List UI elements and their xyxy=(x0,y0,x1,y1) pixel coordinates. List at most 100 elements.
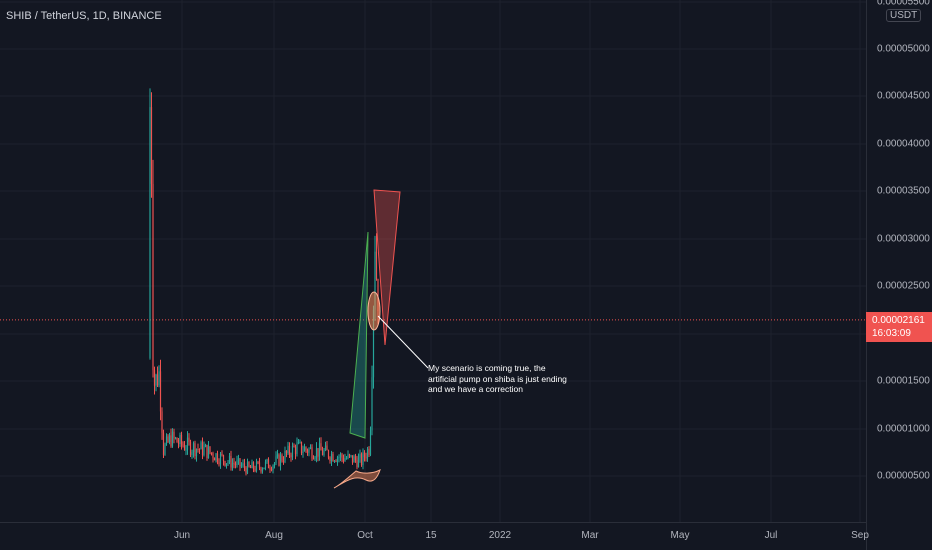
candle-body xyxy=(179,434,181,445)
highlight-ellipse[interactable] xyxy=(367,291,381,331)
candle-body xyxy=(366,448,369,459)
price-tick-label: 0.00003500 xyxy=(877,185,930,197)
candle-body xyxy=(369,430,372,455)
annotation-text[interactable]: My scenario is coming true, the artifici… xyxy=(428,363,578,395)
candle-body xyxy=(351,455,354,463)
candle-body xyxy=(372,309,375,378)
candle-body xyxy=(159,371,162,412)
candle-body xyxy=(362,452,364,465)
candle-body xyxy=(345,458,348,460)
candle-body xyxy=(180,434,183,445)
candle-body xyxy=(201,442,204,456)
candle-body xyxy=(365,457,367,459)
candle-body xyxy=(158,371,160,386)
candle-body xyxy=(162,432,165,455)
candle-body xyxy=(281,455,283,461)
candle-body xyxy=(273,463,276,466)
candle-body xyxy=(177,442,180,445)
price-tick-label: 0.00004500 xyxy=(877,90,930,102)
candle-body xyxy=(198,449,201,451)
candle-body xyxy=(191,451,193,455)
candle-body xyxy=(321,450,324,456)
candle-body xyxy=(153,370,156,386)
rising-wedge-drawing[interactable] xyxy=(349,231,369,439)
candle-body xyxy=(212,453,214,459)
candle-body xyxy=(227,461,229,464)
candle-body xyxy=(344,458,346,462)
candle-body xyxy=(308,448,310,453)
candle-body xyxy=(335,460,337,462)
candle-body xyxy=(287,445,289,453)
candle-body xyxy=(240,465,243,467)
price-tick-label: 0.00004000 xyxy=(877,138,930,150)
candle-body xyxy=(329,457,331,462)
annotation-line: and we have a correction xyxy=(428,384,523,394)
candle-body xyxy=(294,446,297,454)
time-axis[interactable]: Jun Aug Oct 15 2022 Mar May Jul Sep xyxy=(0,522,869,550)
price-tick-label: 0.00005500 xyxy=(877,0,930,8)
candle-body xyxy=(243,463,246,468)
price-chart[interactable] xyxy=(0,0,866,522)
callout-line[interactable] xyxy=(377,315,429,369)
candle-body xyxy=(218,462,220,465)
wave-curve-drawing[interactable] xyxy=(333,469,381,489)
candle-body xyxy=(371,377,373,431)
candle-body xyxy=(224,461,226,466)
candle-body xyxy=(285,450,288,453)
candle-body xyxy=(374,251,376,310)
candle-body xyxy=(188,437,190,442)
candle-body xyxy=(225,463,228,466)
candle-body xyxy=(275,456,277,464)
candle-body xyxy=(350,455,352,457)
candle-body xyxy=(261,469,264,472)
time-tick-label: Aug xyxy=(265,530,283,541)
candle-body xyxy=(263,467,265,470)
last-price-value: 0.00002161 xyxy=(872,315,925,326)
candle-body xyxy=(186,437,189,450)
candle-body xyxy=(279,455,282,466)
candle-body xyxy=(311,447,313,459)
price-tick-label: 0.00003000 xyxy=(877,233,930,245)
candle-body xyxy=(185,449,187,451)
falling-wedge-drawing[interactable] xyxy=(373,189,401,346)
candle-body xyxy=(333,460,336,462)
candle-body xyxy=(209,446,211,453)
price-tick-label: 0.00005000 xyxy=(877,43,930,55)
candle-body xyxy=(246,461,249,474)
candle-body xyxy=(360,454,363,465)
price-tick-label: 0.00002500 xyxy=(877,280,930,292)
candle-body xyxy=(236,460,238,466)
candle-body xyxy=(356,459,358,468)
price-axis[interactable]: 0.00005500 0.00005000 0.00004500 0.00004000… xyxy=(866,0,932,550)
candle-body xyxy=(182,444,184,446)
candle-body xyxy=(309,447,312,449)
candle-body xyxy=(318,443,321,457)
candle-body xyxy=(332,453,334,462)
candle-body xyxy=(324,445,327,451)
drawing-tools[interactable] xyxy=(333,189,429,489)
time-tick-label: Mar xyxy=(581,530,599,541)
candle-body xyxy=(288,445,291,455)
candle-body xyxy=(272,465,274,471)
symbol-title: SHIB / TetherUS, 1D, BINANCE xyxy=(6,10,162,22)
chart-grid xyxy=(0,0,866,522)
candle-body xyxy=(216,453,219,463)
candle-body xyxy=(284,450,286,462)
candle-body xyxy=(170,435,172,447)
candle-body xyxy=(330,453,333,462)
candle-body xyxy=(228,455,231,462)
candle-body xyxy=(213,458,216,461)
chart-area[interactable]: SHIB / TetherUS, 1D, BINANCE My scenario… xyxy=(0,0,866,522)
candle-body xyxy=(314,457,316,459)
candle-body xyxy=(219,453,222,465)
candle-body xyxy=(336,457,339,462)
candle-body xyxy=(233,462,235,464)
candle-body xyxy=(306,449,309,453)
currency-badge[interactable]: USDT xyxy=(886,9,922,22)
candle-body xyxy=(368,448,370,455)
time-tick-label: Jun xyxy=(173,530,191,541)
candle-body xyxy=(257,461,259,463)
candle-body xyxy=(221,453,223,456)
candle-body xyxy=(156,374,159,386)
candle-body xyxy=(171,431,174,447)
